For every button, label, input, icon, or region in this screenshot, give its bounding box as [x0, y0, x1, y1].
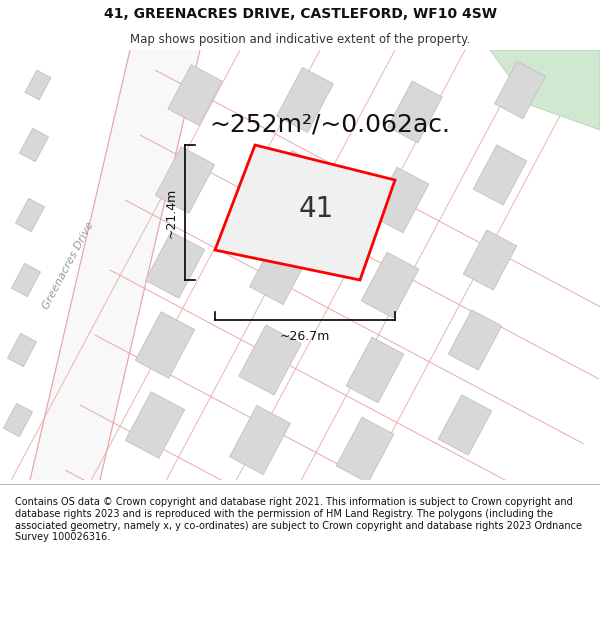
Polygon shape [277, 68, 334, 132]
Polygon shape [11, 263, 41, 297]
Polygon shape [125, 392, 185, 458]
Polygon shape [448, 310, 502, 370]
Polygon shape [230, 406, 290, 474]
Polygon shape [494, 61, 545, 119]
Text: Map shows position and indicative extent of the property.: Map shows position and indicative extent… [130, 32, 470, 46]
Polygon shape [388, 81, 442, 143]
Text: 41: 41 [299, 195, 334, 222]
Polygon shape [25, 70, 51, 100]
Polygon shape [215, 145, 395, 280]
Polygon shape [145, 232, 205, 298]
Polygon shape [490, 50, 600, 130]
Polygon shape [473, 145, 527, 205]
Polygon shape [4, 403, 32, 437]
Polygon shape [16, 198, 44, 232]
Polygon shape [250, 236, 310, 304]
Polygon shape [361, 253, 419, 318]
Polygon shape [30, 50, 200, 480]
Polygon shape [371, 168, 429, 232]
Polygon shape [136, 312, 194, 378]
Polygon shape [19, 128, 49, 162]
Text: 41, GREENACRES DRIVE, CASTLEFORD, WF10 4SW: 41, GREENACRES DRIVE, CASTLEFORD, WF10 4… [104, 7, 497, 21]
Polygon shape [336, 418, 394, 482]
Polygon shape [239, 325, 301, 395]
Text: Contains OS data © Crown copyright and database right 2021. This information is : Contains OS data © Crown copyright and d… [15, 498, 582, 542]
Text: Greenacres Drive: Greenacres Drive [41, 219, 95, 311]
Polygon shape [7, 333, 37, 367]
Polygon shape [168, 65, 222, 125]
Text: ~252m²/~0.062ac.: ~252m²/~0.062ac. [209, 113, 451, 137]
Text: ~26.7m: ~26.7m [280, 329, 330, 342]
Polygon shape [155, 147, 215, 213]
Polygon shape [438, 395, 492, 455]
Polygon shape [463, 230, 517, 290]
Polygon shape [265, 151, 325, 219]
Text: ~21.4m: ~21.4m [164, 188, 178, 238]
Polygon shape [346, 338, 404, 402]
